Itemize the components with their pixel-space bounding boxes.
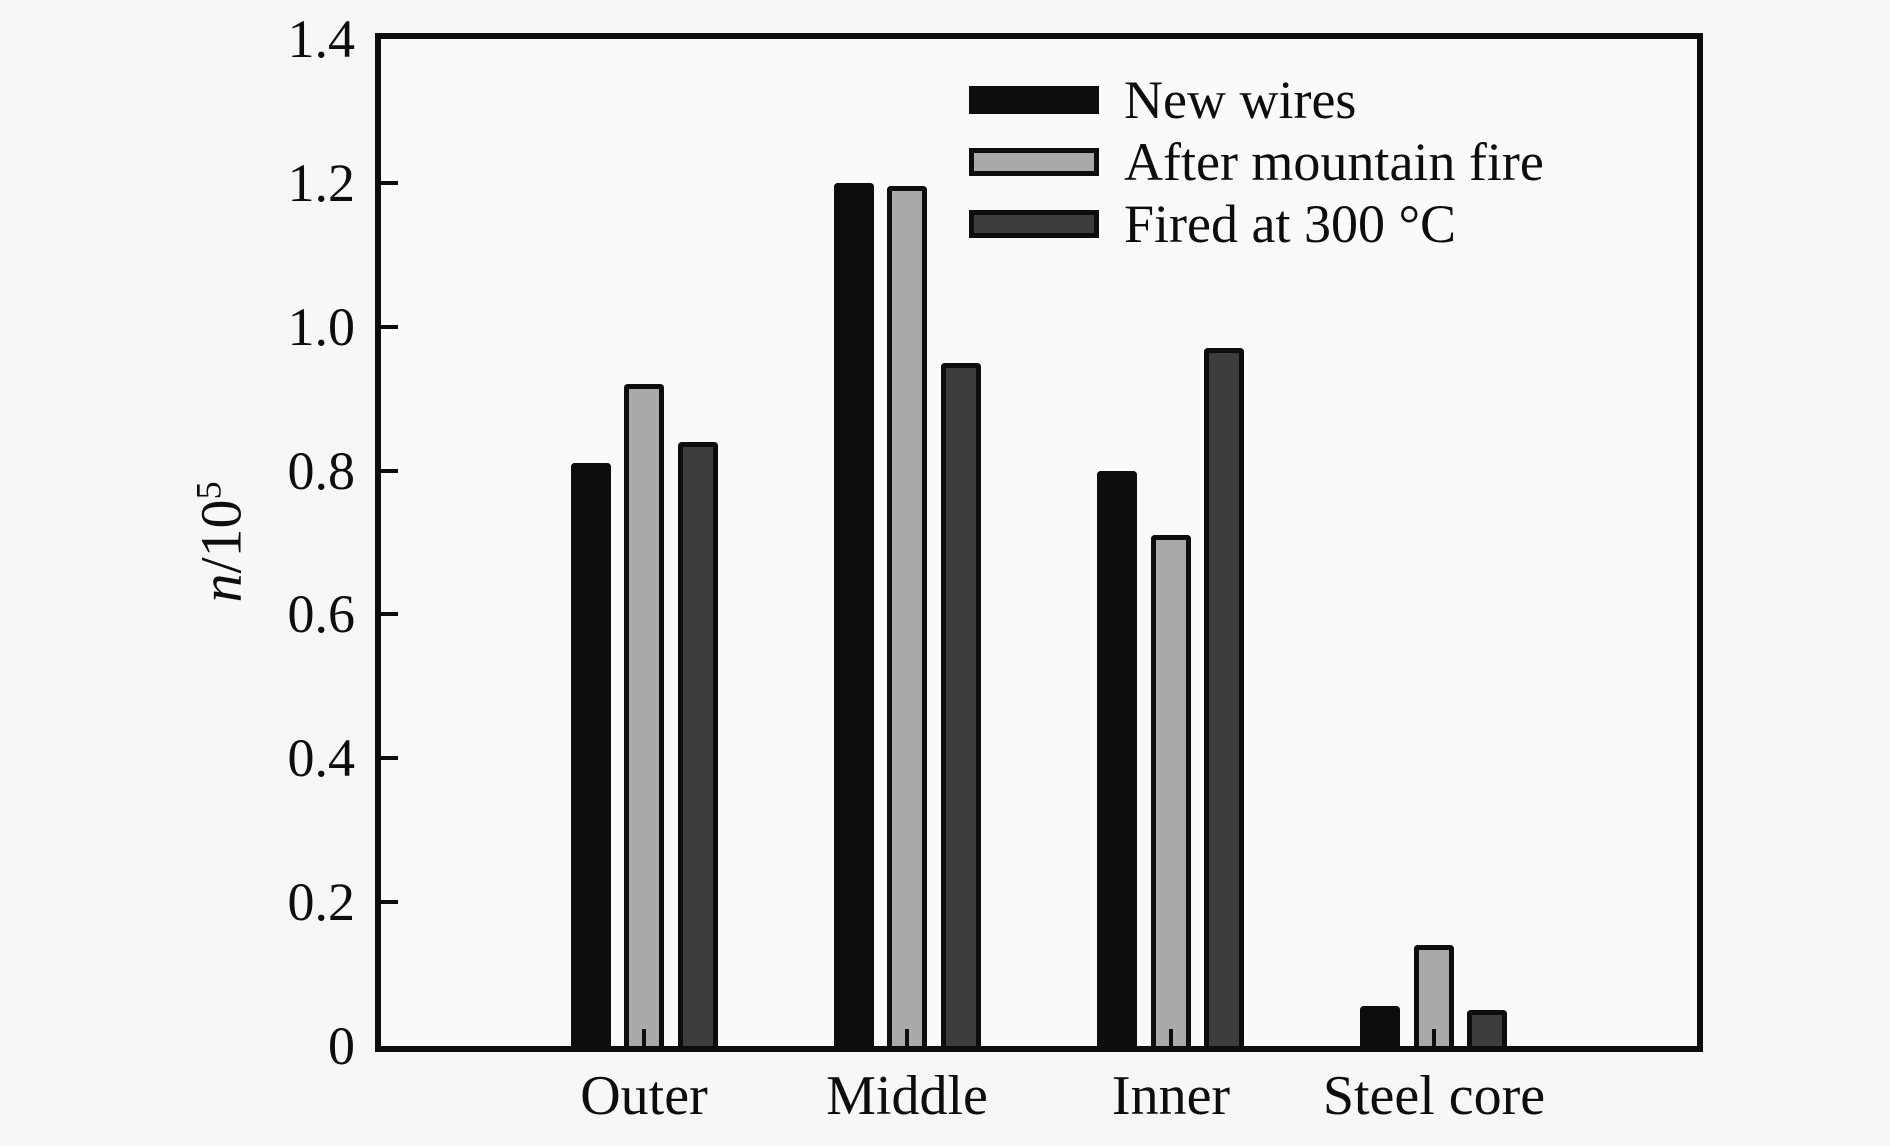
y-tick-label-1.4: 1.4 [287, 9, 356, 69]
y-axis-title: n/105 [179, 481, 253, 602]
x-tick-outer [642, 1029, 646, 1046]
bar-outer-new-wires [570, 463, 611, 1046]
x-tick-middle [905, 1029, 909, 1046]
bar-middle-new-wires [833, 183, 874, 1046]
bar-middle-after-mountain-fire [887, 186, 928, 1046]
x-label-outer: Outer [580, 1065, 708, 1127]
bar-steel-core-new-wires [1360, 1006, 1401, 1046]
y-tick-0.6 [381, 612, 398, 616]
y-tick-1 [381, 325, 398, 329]
y-tick-0.2 [381, 900, 398, 904]
x-label-inner: Inner [1111, 1065, 1231, 1127]
legend-item-after-mountain-fire: After mountain fire [969, 131, 1544, 193]
bar-middle-fired-at-300-c [940, 363, 981, 1046]
legend-label-fired-at-300c: Fired at 300 °C [1124, 194, 1457, 254]
bar-inner-fired-at-300-c [1204, 348, 1245, 1046]
bar-inner-new-wires [1097, 471, 1138, 1046]
legend-label-new-wires: New wires [1124, 70, 1357, 130]
x-tick-inner [1169, 1029, 1173, 1046]
legend-item-new-wires: New wires [969, 69, 1544, 131]
y-tick-label-0.2: 0.2 [287, 872, 356, 932]
y-tick-label-0.4: 0.4 [287, 728, 356, 788]
plot-area: New wires After mountain fire Fired at 3… [375, 33, 1703, 1052]
bar-inner-after-mountain-fire [1150, 535, 1191, 1046]
y-tick-label-0: 0 [328, 1016, 355, 1076]
y-tick-0.8 [381, 469, 398, 473]
y-axis-denominator: /10 [188, 499, 254, 574]
y-tick-label-0.8: 0.8 [287, 441, 356, 501]
legend-label-after-mountain-fire: After mountain fire [1124, 132, 1544, 192]
x-tick-steel-core [1432, 1029, 1436, 1046]
x-label-steel-core: Steel core [1322, 1065, 1546, 1127]
y-tick-1.2 [381, 181, 398, 185]
legend-swatch-after-mountain-fire [969, 148, 1099, 176]
y-tick-0.4 [381, 756, 398, 760]
legend-item-fired-at-300c: Fired at 300 °C [969, 193, 1544, 255]
y-tick-label-0.6: 0.6 [287, 584, 356, 644]
bar-steel-core-fired-at-300-c [1467, 1010, 1508, 1046]
bar-outer-after-mountain-fire [624, 384, 665, 1046]
bar-outer-fired-at-300-c [677, 442, 718, 1046]
x-label-middle: Middle [826, 1065, 988, 1127]
y-tick-label-1.2: 1.2 [287, 153, 356, 213]
y-tick-label-1.0: 1.0 [287, 297, 356, 357]
y-axis-exponent: 5 [188, 481, 229, 500]
legend: New wires After mountain fire Fired at 3… [969, 69, 1544, 255]
legend-swatch-fired-at-300c [969, 210, 1099, 238]
legend-swatch-new-wires [969, 86, 1099, 114]
